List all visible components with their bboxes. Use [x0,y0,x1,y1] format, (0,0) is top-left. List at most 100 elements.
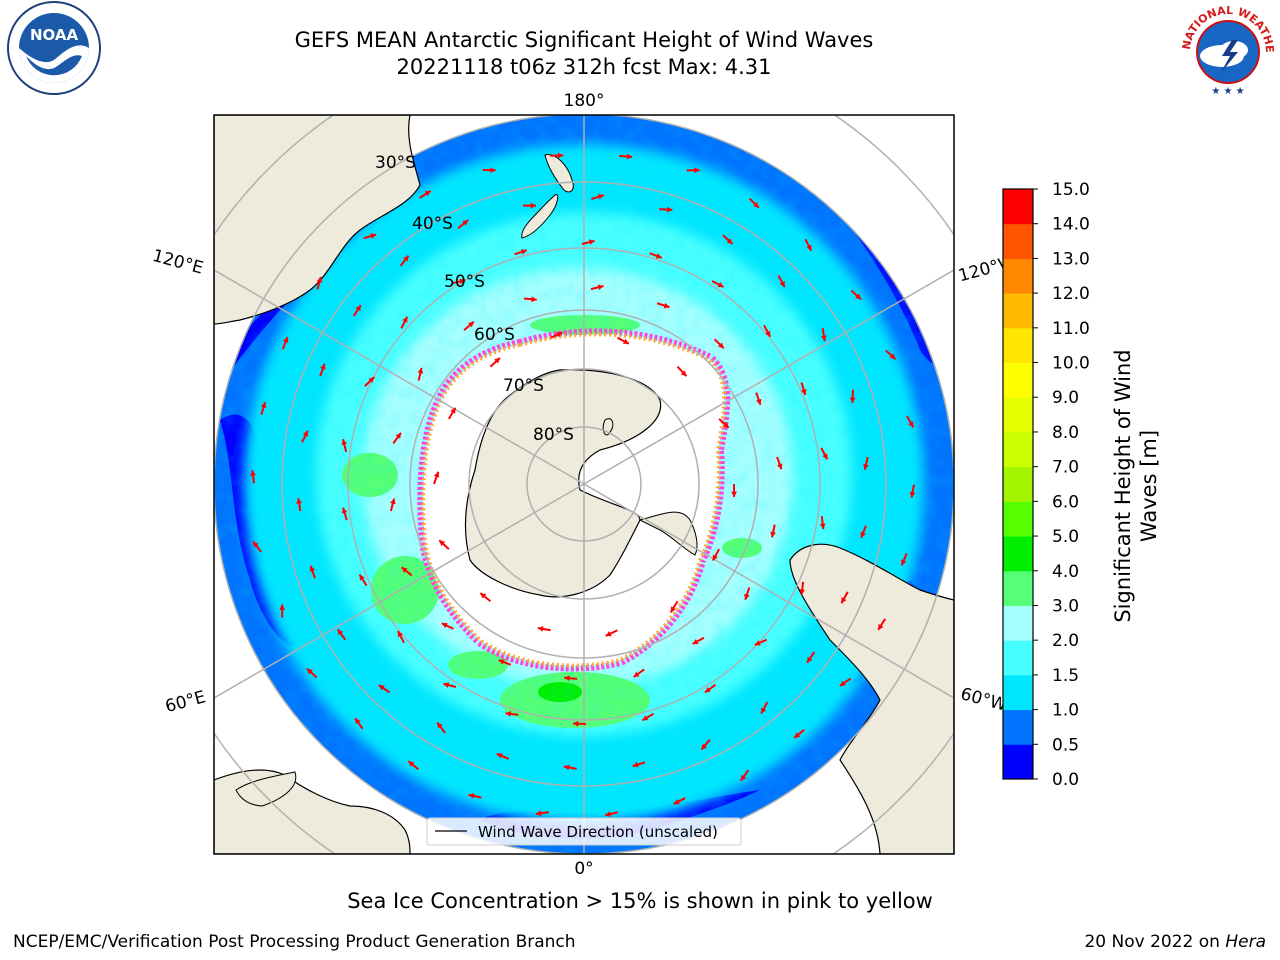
wind-wave-arrowhead [701,743,708,750]
wind-wave-arrowhead [901,559,907,566]
colorbar-tick-label: 10.0 [1052,354,1090,374]
lat-label-50s: 50°S [444,272,485,292]
wind-wave-arrowhead [756,398,762,405]
colorbar-tick-label: 6.0 [1052,492,1079,512]
wind-wave-arrowhead [819,523,826,530]
credit-machine: Hera [1225,932,1266,952]
wind-wave-arrowhead [260,402,267,409]
wind-wave-arrowhead [680,370,687,377]
credit-date-text: 20 Nov 2022 on [1084,932,1220,952]
wind-wave-arrowhead [794,732,801,738]
wind-wave-arrowhead [673,799,680,805]
wind-wave-arrowhead [626,153,633,160]
colorbar-swatch [1003,362,1033,398]
svg-text:★ ★ ★: ★ ★ ★ [1211,86,1244,97]
wind-wave-arrowhead [537,626,544,632]
colorbar-tick-label: 7.0 [1052,458,1079,478]
lon-label-180: 180° [564,91,605,111]
wind-wave-arrowhead [282,336,289,343]
wind-wave-arrowhead [722,422,729,428]
wind-wave-arrowhead [605,811,611,817]
wind-wave-arrows [250,152,916,817]
colorbar-tick-label: 9.0 [1052,388,1079,408]
wind-wave-arrowhead [403,255,409,262]
wind-wave-arrowhead [588,239,595,245]
wind-wave-arrowhead [800,389,807,395]
wind-wave-arrowhead [799,589,806,595]
wind-wave-arrowhead [731,491,737,497]
wind-wave-arrowhead [744,593,750,600]
wind-wave-arrowhead [462,219,469,226]
colorbar-tick-label: 8.0 [1052,423,1079,443]
wind-wave-arrowhead [666,206,673,213]
colorbar-tick-label: 4.0 [1052,562,1079,582]
sea-ice-note: Sea Ice Concentration > 15% is shown in … [347,889,933,913]
colorbar-swatch [1003,674,1033,711]
wind-wave-arrowhead [556,331,563,338]
wind-wave-arrowhead [250,470,256,476]
lat-label-80s: 80°S [533,425,574,445]
wind-wave-arrowhead [443,682,450,688]
colorbar-tick-label: 11.0 [1052,319,1090,339]
wind-wave-arrowhead [320,363,326,370]
credit-branch: NCEP/EMC/Verification Post Processing Pr… [13,932,576,952]
colorbar-title-line2: Waves [m] [1137,429,1161,543]
wind-wave-arrowhead [597,284,604,291]
wind-wave-arrowhead [437,722,443,729]
wind-wave-arrowhead [889,353,896,360]
colorbar-swatch [1003,570,1033,606]
wind-wave-arrowhead [390,498,396,505]
wind-wave-arrowhead [754,640,761,646]
colorbar-tick-label: 0.0 [1052,770,1079,790]
colorbar-swatch [1003,640,1033,676]
wind-wave-arrowhead [459,278,466,285]
colorbar-tick-label: 2.0 [1052,631,1079,651]
wind-wave-arrowhead [296,498,302,504]
wind-wave-arrowhead [395,432,401,439]
wind-wave-arrowhead [564,675,570,682]
wind-wave-arrowhead [441,622,448,629]
wind-wave-arrowhead [355,718,361,725]
lat-label-40s: 40°S [412,214,453,234]
wind-wave-arrowhead [692,638,699,645]
title-line-2: 20221118 t06z 312h fcst Max: 4.31 [396,55,772,79]
wind-wave-arrowhead [822,453,828,460]
wind-wave-arrowhead [807,656,813,663]
wind-wave-arrowhead [726,238,733,245]
wind-wave-arrowhead [908,421,914,428]
wind-wave-arrowhead [776,463,783,470]
colorbar-tick-label: 0.5 [1052,735,1079,755]
australia [214,115,421,325]
colorbar-swatch [1003,709,1033,745]
wind-wave-arrowhead [490,167,496,173]
lat-label-70s: 70°S [503,376,544,396]
wind-wave-arrowhead [530,202,536,209]
wind-wave-arrowhead [563,764,570,771]
wind-wave-arrowhead [765,330,771,337]
wind-wave-arrowhead [655,253,662,259]
lat-label-30s: 30°S [375,153,416,173]
wind-wave-arrowhead [424,190,431,197]
wind-wave-arrowhead [450,407,456,414]
wind-wave-arrowhead [663,302,670,309]
wind-wave-arrowhead [704,687,711,693]
colorbar: 0.0 0.5 1.0 1.5 2.0 3.0 4.0 5.0 6.0 7.0 8.0 9.0 10.0… [1002,180,1090,790]
wind-wave-arrowhead [397,631,403,638]
wind-wave-arrowhead [378,685,385,691]
wind-wave-arrowhead [520,249,527,255]
colorbar-title-line1: Significant Height of Wind [1111,349,1135,623]
wind-wave-arrowhead [355,305,361,312]
lon-label-60e: 60°E [163,687,208,717]
wind-wave-arrowhead [341,507,348,514]
colorbar-tick-label: 3.0 [1052,596,1079,616]
wind-wave-arrowhead [468,321,474,328]
wind-wave-arrowhead [860,531,866,538]
wind-wave-arrowhead [573,720,579,727]
colorbar-swatch [1003,397,1033,433]
lat-label-60s: 60°S [474,325,515,345]
wind-wave-arrowhead [480,593,487,599]
wind-wave-arrowhead [417,367,424,374]
colorbar-title: Significant Height of Wind Waves [m] [1110,336,1162,636]
wind-wave-arrowhead [494,357,500,364]
colorbar-swatch [1003,293,1033,329]
